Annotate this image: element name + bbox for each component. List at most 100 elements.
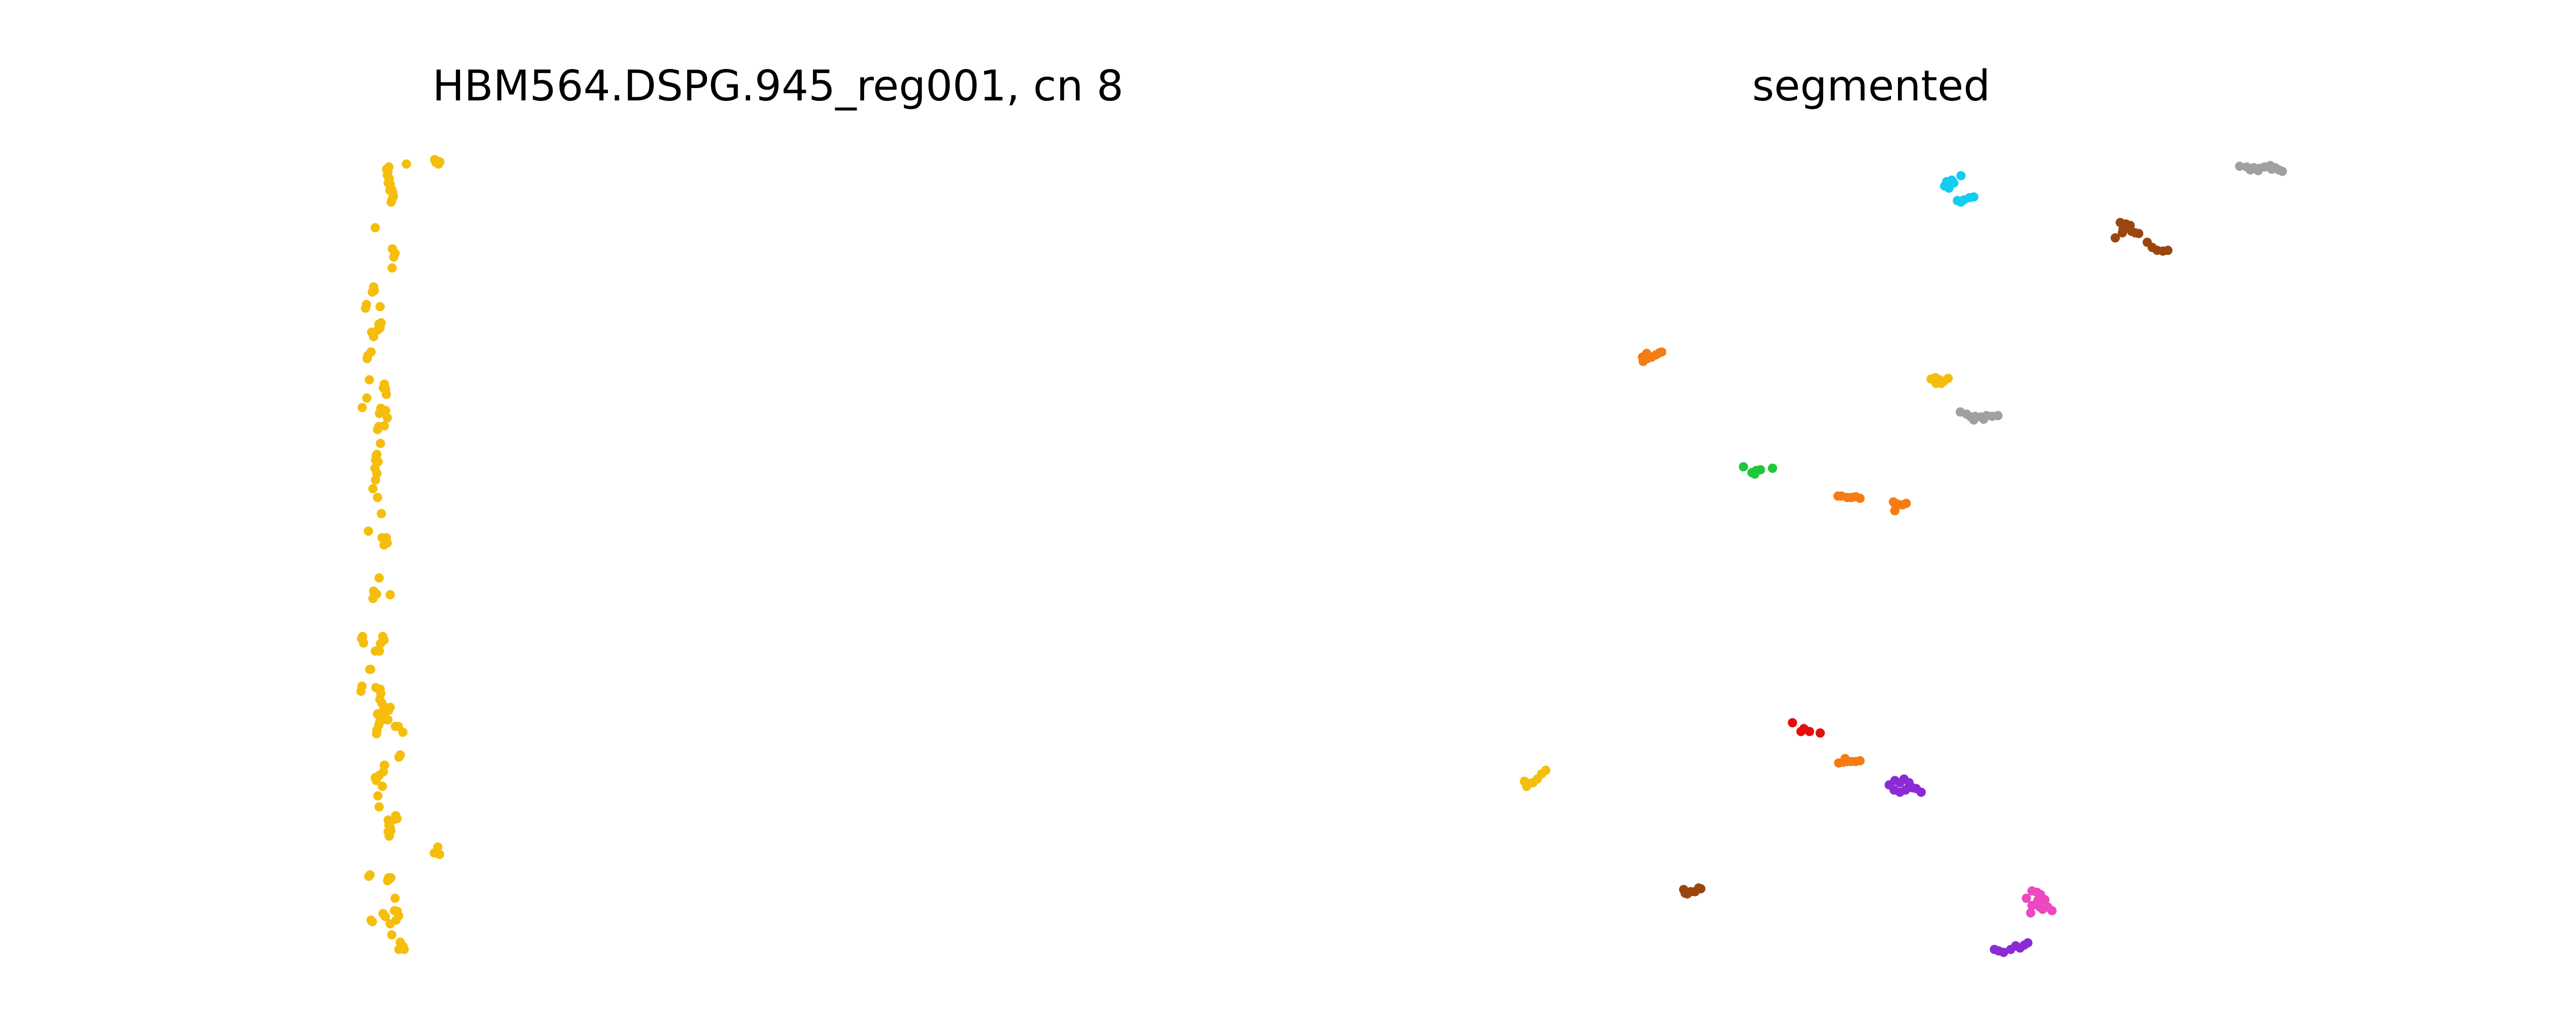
scatter-point (384, 162, 394, 172)
scatter-point (1816, 728, 1825, 738)
scatter-point (1696, 884, 1706, 894)
scatter-point (1750, 469, 1759, 479)
scatter-point (2040, 895, 2050, 904)
scatter-point (371, 776, 381, 785)
scatter-point (368, 484, 378, 493)
scatter-point (358, 403, 367, 413)
scatter-point (1840, 754, 1850, 763)
scatter-point (387, 263, 397, 273)
scatter-point (2278, 166, 2287, 176)
scatter-point (1680, 888, 1690, 898)
scatter-point (394, 911, 403, 921)
scatter-point (358, 631, 367, 641)
scatter-point (2117, 228, 2127, 237)
scatter-point (356, 686, 366, 696)
scatter-point (2023, 938, 2032, 948)
scatter-point (374, 422, 384, 432)
scatter-point (1657, 347, 1667, 357)
scatter-point (1943, 373, 1953, 383)
scatter-point (1955, 407, 1965, 417)
scatter-panel-left (356, 155, 445, 954)
scatter-point (378, 909, 388, 918)
scatter-point (2022, 894, 2031, 903)
scatter-point (383, 715, 393, 725)
scatter-point (371, 729, 381, 739)
scatter-point (371, 475, 380, 485)
scatter-point (2033, 896, 2043, 905)
scatter-point (385, 590, 395, 599)
scatter-point (373, 791, 383, 801)
scatter-point (1953, 196, 1962, 205)
scatter-point (2253, 166, 2263, 176)
scatter-point (435, 850, 445, 859)
scatter-point (372, 450, 382, 459)
scatter-point (1855, 756, 1865, 766)
scatter-point (2026, 908, 2036, 918)
scatter-point (392, 814, 402, 823)
scatter-point (1788, 718, 1798, 728)
scatter-point (1638, 356, 1648, 366)
scatter-point (2047, 906, 2057, 916)
scatter-point (1944, 183, 1954, 193)
scatter-point (1956, 171, 1966, 181)
scatter-point (369, 332, 379, 341)
scatter-point (362, 393, 371, 403)
scatter-point (1522, 781, 1532, 791)
scatter-point (365, 870, 375, 880)
scatter-point (378, 781, 387, 791)
scatter-point (1739, 462, 1748, 472)
scatter-point (395, 750, 405, 760)
scatter-point (1969, 415, 1979, 425)
scatter-point (379, 540, 389, 550)
scatter-point (390, 248, 400, 258)
scatter-point (1805, 727, 1815, 736)
scatter-point (398, 727, 408, 737)
scatter-point (435, 157, 445, 167)
scatter-point (384, 706, 394, 715)
scatter-point (376, 439, 385, 448)
scatter-point (381, 389, 391, 399)
scatter-point (382, 413, 392, 423)
scatter-point (2235, 161, 2245, 171)
scatter-point (433, 842, 443, 852)
chart-title-right: segmented (1752, 62, 1991, 111)
scatter-panel-right (1519, 161, 2287, 957)
scatter-point (2267, 164, 2277, 174)
scatter-point (376, 639, 385, 648)
scatter-point (366, 664, 376, 674)
scatter-point (362, 300, 371, 310)
scatter-point (374, 573, 384, 583)
scatter-point (387, 930, 397, 940)
scatter-point (395, 937, 405, 947)
scatter-point (370, 646, 380, 656)
scatter-point (1999, 948, 2008, 957)
scatter-point (1833, 491, 1843, 501)
scatter-point (362, 354, 372, 364)
scatter-point (1902, 499, 1911, 508)
scatter-point (375, 302, 385, 312)
scatter-point (2134, 229, 2144, 238)
scatter-point (1642, 349, 1652, 358)
scatter-point (1768, 464, 1777, 473)
scatter-point (2038, 904, 2047, 914)
scatter-point (1979, 415, 1989, 424)
scatter-point (370, 223, 380, 233)
scatter-point (1969, 192, 1979, 202)
scatter-point (376, 318, 386, 328)
scatter-point (367, 917, 377, 926)
scatter-point (2163, 246, 2173, 255)
scatter-point (371, 589, 381, 599)
scatter-point (2110, 233, 2120, 243)
scatter-point (384, 831, 394, 841)
scatter-point (386, 197, 396, 207)
scatter-point (369, 286, 379, 296)
scatter-point (2121, 219, 2131, 229)
scatter-point (377, 509, 386, 519)
scatter-point (374, 802, 384, 812)
scatter-point (1936, 379, 1946, 388)
scatter-point (1895, 787, 1905, 797)
scatter-point (1541, 765, 1551, 775)
scatter-point (1993, 411, 2003, 420)
scatter-point (394, 945, 404, 954)
